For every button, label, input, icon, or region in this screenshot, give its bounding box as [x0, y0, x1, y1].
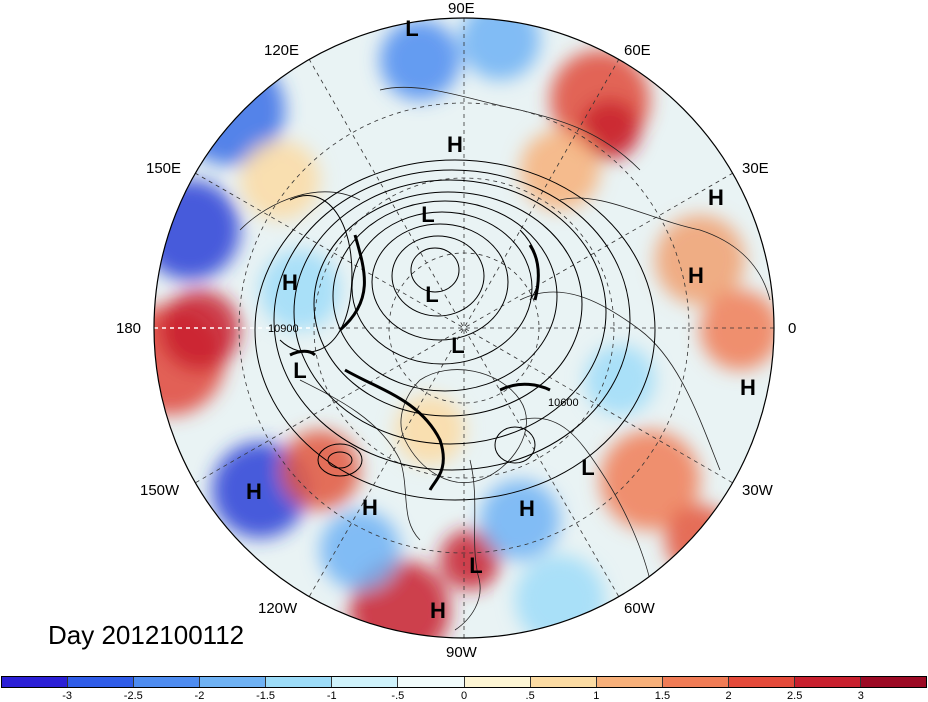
colorbar-segment — [200, 677, 267, 687]
colorbar-segment — [266, 677, 333, 687]
colorbar-tick-label: -.5 — [391, 690, 405, 702]
lon-label-150w: 150W — [140, 482, 180, 499]
low-pressure-marker: L — [405, 16, 418, 41]
colorbar-segment — [728, 677, 795, 687]
colorbar-segment — [530, 677, 597, 687]
colorbar-tick-label: -2.5 — [123, 690, 143, 702]
low-pressure-marker: L — [425, 282, 438, 307]
low-pressure-marker: L — [451, 333, 464, 358]
contour-label-2: 10600 — [548, 397, 579, 409]
colorbar-tick-label: .5 — [525, 690, 535, 702]
high-pressure-marker: H — [688, 263, 704, 288]
colorbar-tick-label: -1 — [326, 690, 337, 702]
colorbar-tick-label: 1 — [593, 690, 600, 702]
colorbar-tick-label: 3 — [857, 690, 864, 702]
graticule — [154, 18, 774, 638]
high-pressure-marker: H — [430, 598, 446, 623]
colorbar-tick-label: -3 — [62, 690, 73, 702]
colorbar-segment — [68, 677, 135, 687]
lon-label-60w: 60W — [624, 600, 655, 617]
colorbar-segment — [2, 677, 69, 687]
low-pressure-marker: L — [581, 455, 594, 480]
colorbar — [1, 676, 927, 688]
colorbar-tick-label: 1.5 — [654, 690, 671, 702]
high-pressure-marker: H — [362, 495, 378, 520]
low-pressure-marker: L — [293, 358, 306, 383]
jet-streaks — [289, 234, 551, 491]
high-pressure-marker: H — [282, 270, 298, 295]
lon-label-120w: 120W — [258, 600, 298, 617]
map-border — [153, 17, 775, 639]
lon-label-150e: 150E — [146, 160, 182, 177]
map-title: Day 2012100112 — [48, 620, 245, 650]
colorbar-segment — [332, 677, 399, 687]
high-pressure-marker: H — [246, 479, 262, 504]
lon-label-90w: 90W — [446, 644, 477, 661]
colorbar-tick-label: -2 — [194, 690, 205, 702]
high-pressure-marker: H — [519, 496, 535, 521]
colorbar-segment — [398, 677, 465, 687]
low-pressure-marker: L — [421, 202, 434, 227]
anomaly-field — [154, 18, 774, 638]
lon-label-60e: 60E — [624, 42, 651, 59]
colorbar-segment — [662, 677, 729, 687]
lon-label-120e: 120E — [264, 42, 300, 59]
coastlines — [239, 86, 771, 631]
colorbar-tick-label: 2 — [725, 690, 732, 702]
high-pressure-marker: H — [740, 375, 756, 400]
low-pressure-marker: L — [469, 553, 482, 578]
lon-label-0: 0 — [788, 320, 797, 337]
colorbar-segment — [464, 677, 531, 687]
high-pressure-marker: H — [708, 185, 724, 210]
colorbar-tick-label: 0 — [460, 690, 468, 702]
lon-label-30e: 30E — [742, 160, 769, 177]
colorbar-segment — [596, 677, 663, 687]
contour-label-1: 10900 — [268, 323, 299, 335]
colorbar-segment — [134, 677, 201, 687]
colorbar-tick-label: -1.5 — [256, 690, 276, 702]
colorbar-tick-label: 2.5 — [787, 690, 803, 702]
colorbar-segment — [861, 677, 927, 687]
lon-label-180: 180 — [116, 320, 142, 337]
lon-label-90e: 90E — [448, 0, 475, 17]
lon-label-30w: 30W — [742, 482, 773, 499]
colorbar-segment — [794, 677, 862, 687]
high-pressure-marker: H — [447, 132, 463, 157]
